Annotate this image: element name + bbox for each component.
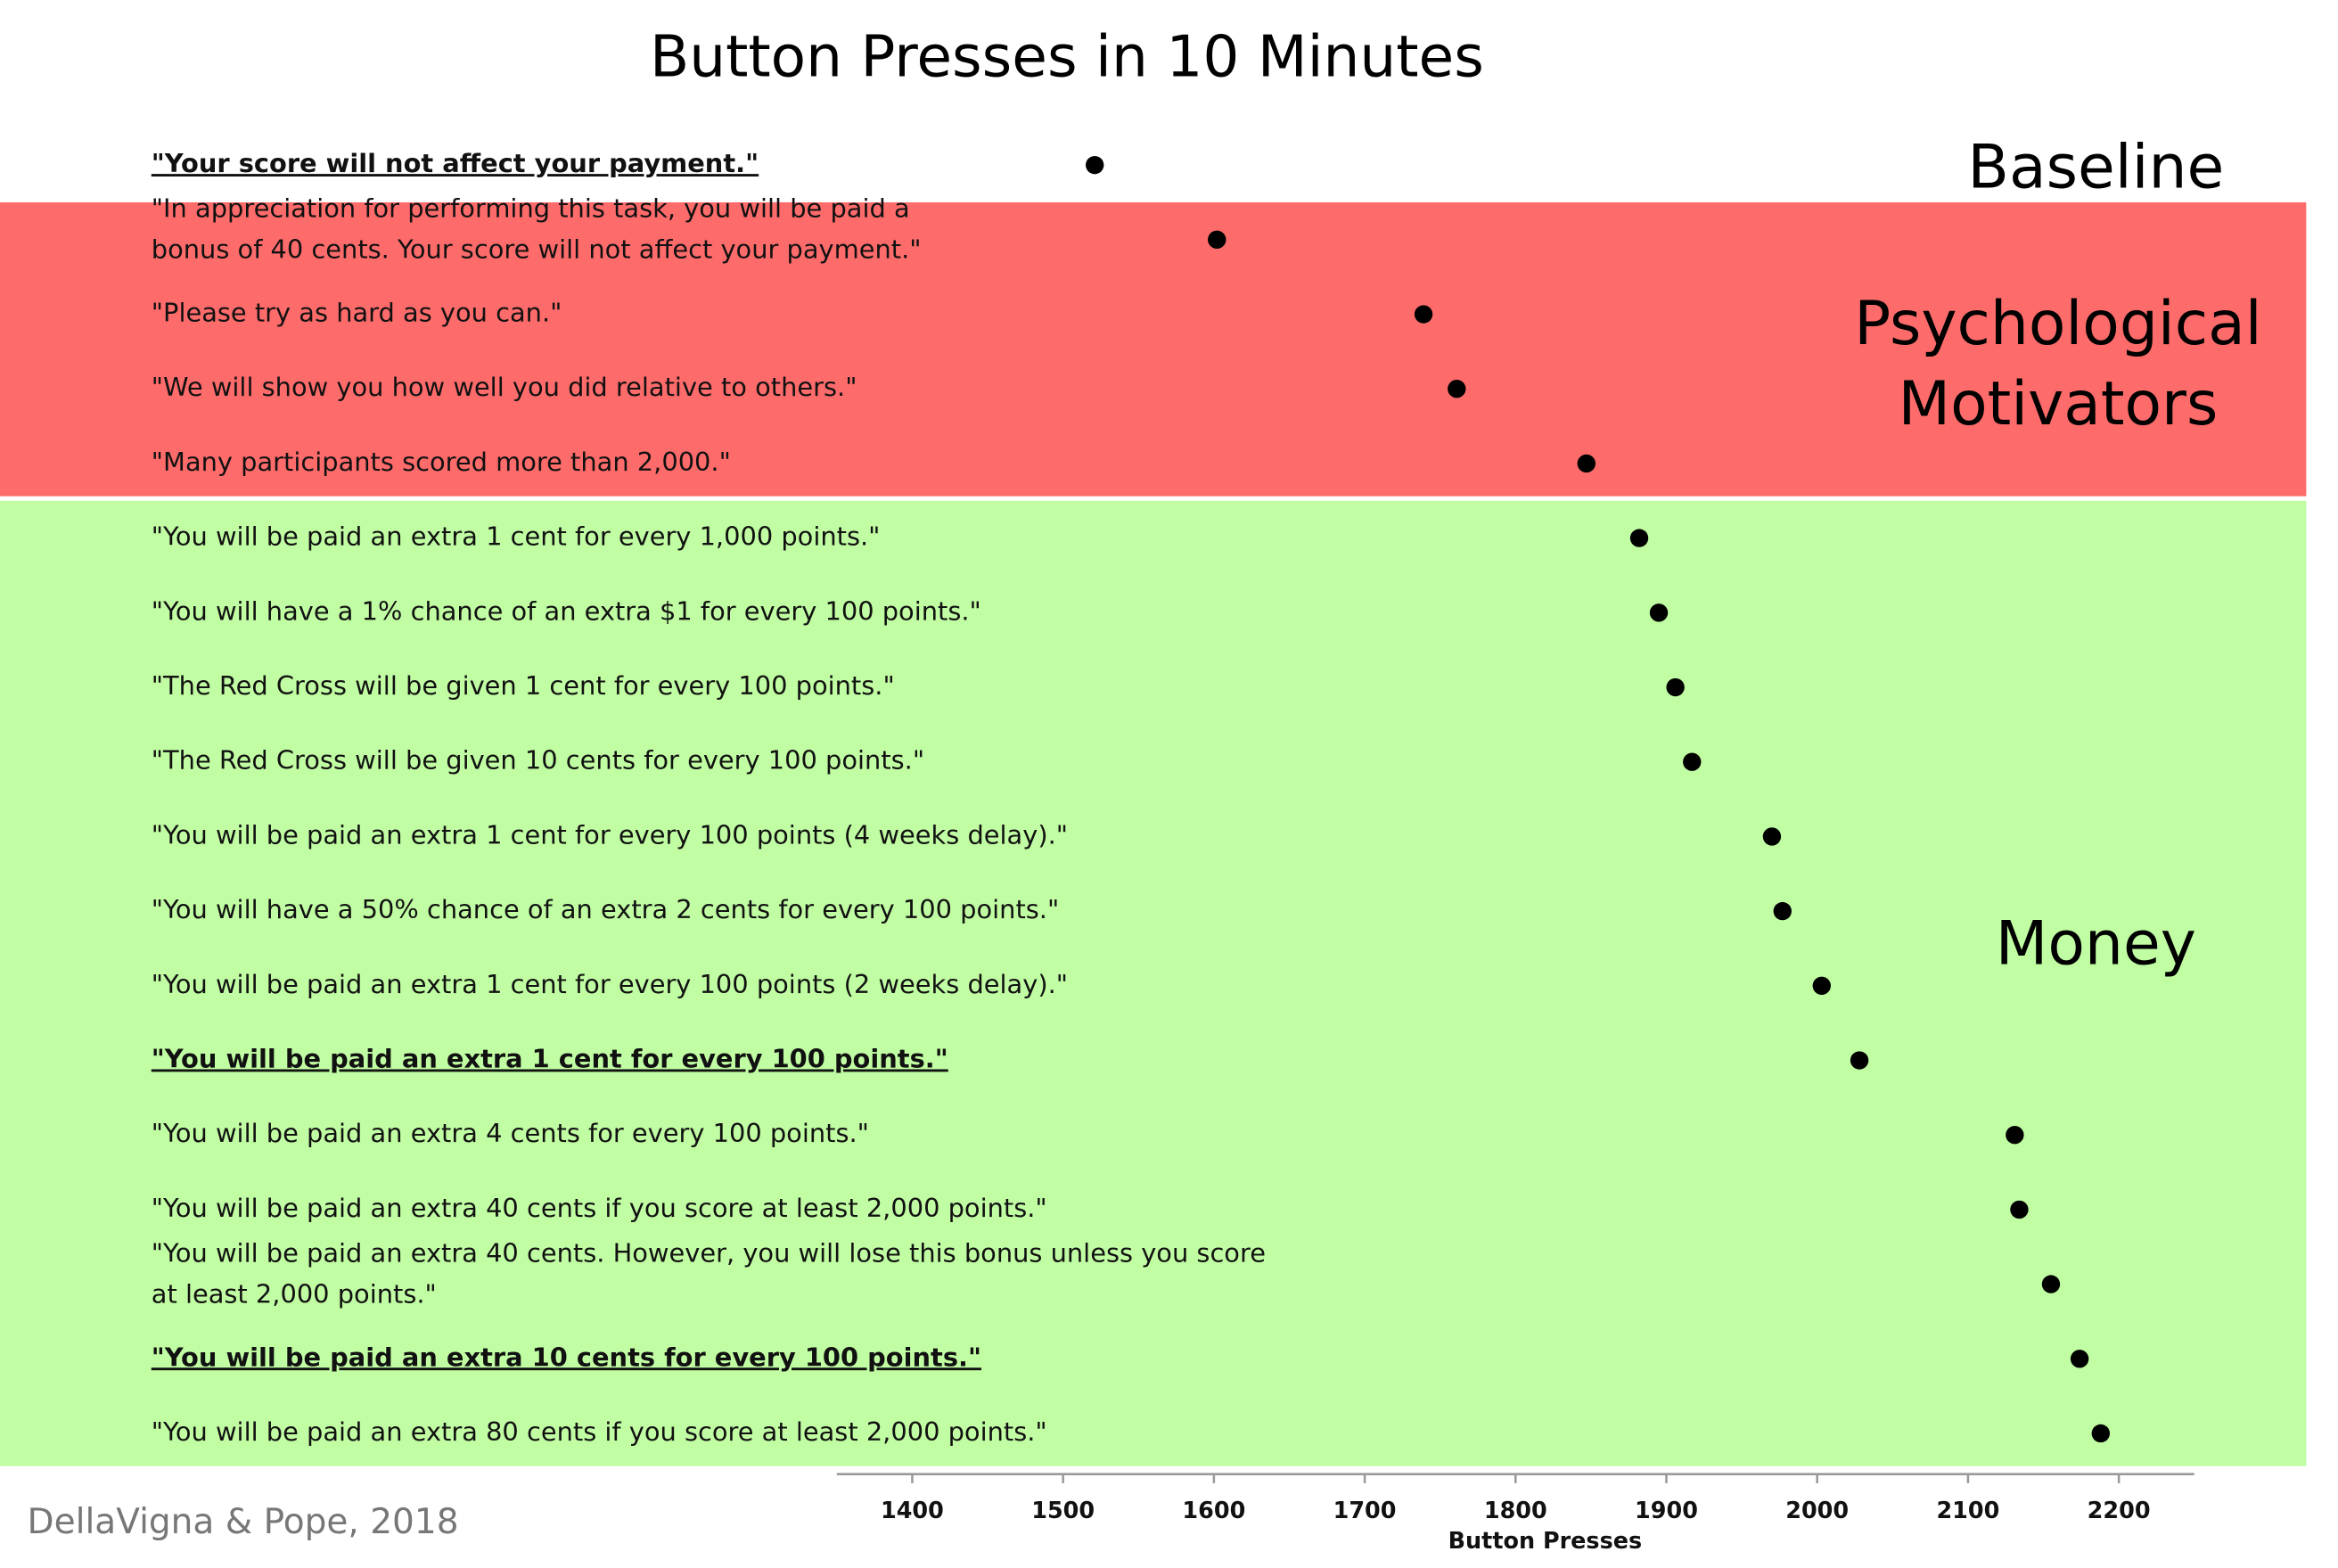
row-label: "Your score will not affect your payment…: [152, 148, 759, 178]
dot: [2041, 1275, 2061, 1293]
group-label: Baseline: [1967, 132, 2224, 202]
dot: [2006, 1126, 2024, 1145]
dot: [1086, 155, 1104, 175]
dot: [1812, 976, 1831, 995]
row-label: "You will be paid an extra 80 cents if y…: [152, 1416, 1047, 1447]
group-band: [0, 500, 2307, 1466]
dot: [1762, 827, 1782, 846]
row-label: "You will be paid an extra 40 cents. How…: [152, 1237, 1266, 1268]
row-label: "Many participants scored more than 2,00…: [152, 447, 731, 477]
dot: [1448, 380, 1466, 398]
dot: [1666, 677, 1685, 697]
x-tick-label: 2200: [2088, 1498, 2151, 1524]
row-label: at least 2,000 points.": [152, 1278, 437, 1309]
row-label: "In appreciation for performing this tas…: [152, 193, 910, 224]
x-tick-label: 2100: [1936, 1498, 1999, 1524]
x-axis-label: Button Presses: [1448, 1528, 1643, 1555]
dot: [2091, 1424, 2110, 1443]
chart-title: Button Presses in 10 Minutes: [650, 24, 1484, 91]
source: DellaVigna & Pope, 2018: [28, 1502, 459, 1542]
dot: [1414, 305, 1433, 324]
dot: [1208, 230, 1226, 250]
row-label: "You will be paid an extra 1 cent for ev…: [152, 969, 1068, 999]
group-label: Psychological: [1854, 289, 2261, 359]
x-tick-label: 1600: [1182, 1498, 1245, 1524]
row-label: "You will be paid an extra 1 cent for ev…: [152, 819, 1068, 850]
dot: [1577, 454, 1596, 473]
dot: [1683, 752, 1702, 771]
dot: [2010, 1200, 2029, 1219]
row-label: "You will be paid an extra 4 cents for e…: [152, 1118, 869, 1148]
row-label: "You will be paid an extra 1 cent for ev…: [152, 521, 881, 552]
dot: [1629, 529, 1649, 547]
x-tick-label: 1700: [1333, 1498, 1397, 1524]
dot: [1850, 1051, 1869, 1070]
row-label: "You will have a 1% chance of an extra $…: [152, 595, 981, 626]
row-label: "You will have a 50% chance of an extra …: [152, 894, 1060, 924]
group-band: [0, 201, 2307, 497]
dot: [1773, 901, 1792, 921]
row-label: "You will be paid an extra 10 cents for …: [152, 1342, 981, 1372]
group-label: Money: [1996, 908, 2196, 979]
x-tick-label: 1500: [1031, 1498, 1095, 1524]
x-tick-label: 1800: [1484, 1498, 1547, 1524]
dot: [1649, 603, 1669, 622]
row-label: "We will show you how well you did relat…: [152, 372, 857, 402]
group-label: Motivators: [1899, 369, 2219, 439]
x-tick-label: 1900: [1635, 1498, 1698, 1524]
x-tick-label: 1400: [881, 1498, 944, 1524]
row-label: bonus of 40 cents. Your score will not a…: [152, 234, 922, 265]
row-label: "You will be paid an extra 1 cent for ev…: [152, 1044, 948, 1074]
x-tick-label: 2000: [1785, 1498, 1849, 1524]
row-label: "You will be paid an extra 40 cents if y…: [152, 1193, 1047, 1223]
dot: [2070, 1350, 2089, 1368]
row-label: "The Red Cross will be given 1 cent for …: [152, 670, 895, 701]
row-label: "The Red Cross will be given 10 cents fo…: [152, 745, 924, 776]
row-label: "Please try as hard as you can.": [152, 298, 562, 328]
